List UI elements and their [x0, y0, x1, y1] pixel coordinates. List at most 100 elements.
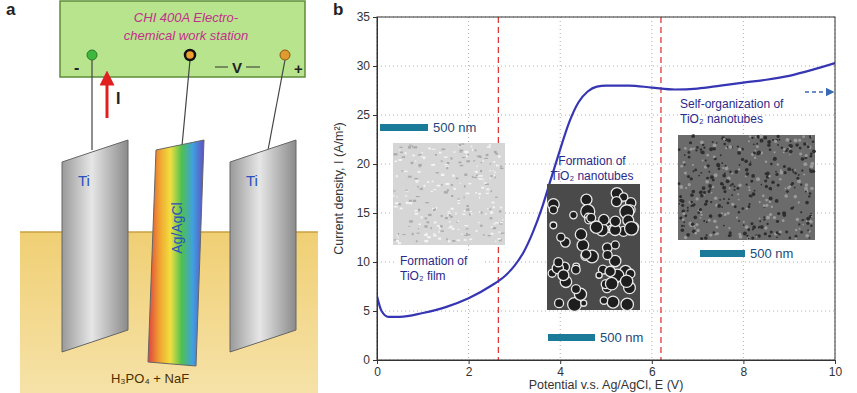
x-tick-mark — [469, 360, 470, 364]
sem-texture — [800, 184, 802, 186]
sem-texture — [478, 175, 480, 177]
sem-texture — [395, 161, 397, 163]
sem-texture — [678, 148, 681, 151]
sem-texture — [810, 225, 812, 227]
sem-texture — [708, 171, 710, 173]
sem-texture — [763, 216, 765, 218]
sem-texture — [745, 168, 749, 172]
sem-texture — [433, 209, 435, 211]
sem-texture — [706, 221, 708, 223]
sem-texture — [773, 151, 775, 153]
sem-texture — [436, 207, 437, 209]
sem-texture — [783, 151, 785, 153]
annotation-text: TiO₂ nanotubes — [551, 169, 634, 183]
y-tick-label: 5 — [363, 304, 370, 318]
x-axis: 0246810 — [374, 360, 842, 379]
sem-texture — [451, 184, 453, 186]
sem-texture — [470, 213, 472, 214]
x-tick-label: 8 — [741, 365, 748, 379]
sem-texture — [496, 165, 499, 167]
sem-texture — [487, 146, 491, 148]
sem-texture — [720, 154, 722, 156]
sem-texture — [767, 144, 771, 148]
sem-texture — [462, 157, 466, 158]
sem-texture — [691, 223, 695, 227]
sem-texture — [743, 221, 745, 223]
sem-texture — [478, 222, 479, 224]
sem-texture — [462, 214, 465, 215]
sem-texture — [720, 182, 724, 186]
sem-texture — [425, 202, 429, 203]
sem-texture — [800, 211, 802, 213]
sem-texture — [695, 223, 698, 226]
sem-texture — [711, 192, 713, 194]
sem-texture — [692, 190, 696, 194]
sem-texture — [596, 272, 602, 278]
y-tick-mark — [373, 164, 377, 165]
wire — [182, 60, 190, 146]
sem-texture — [466, 205, 468, 207]
sem-texture — [441, 230, 444, 231]
sem-texture — [432, 149, 436, 150]
x-tick: 2 — [466, 360, 473, 379]
sem-texture — [451, 208, 454, 210]
sem-texture — [726, 179, 730, 183]
sem-texture — [457, 203, 459, 204]
sem-texture — [441, 174, 444, 176]
sem-texture — [447, 162, 450, 164]
sem-texture — [416, 196, 420, 197]
sem-texture — [717, 204, 721, 208]
sem-texture — [481, 212, 483, 214]
workstation-label: CHI 400A Electro- — [134, 10, 239, 25]
sem-texture — [697, 212, 700, 215]
sem-texture — [710, 201, 712, 203]
sem-texture — [433, 235, 437, 237]
sem-texture — [464, 151, 468, 153]
sem-texture — [805, 201, 809, 205]
sem-texture — [713, 219, 717, 223]
sem-texture — [760, 139, 764, 143]
x-tick-mark — [560, 360, 561, 364]
panel-label: b — [333, 0, 343, 19]
sem-texture — [808, 230, 811, 233]
sem-texture — [779, 178, 781, 180]
sem-texture — [689, 141, 692, 144]
sem-texture — [708, 184, 712, 188]
sem-texture — [721, 162, 723, 164]
sem-texture — [459, 150, 463, 151]
sem-texture — [423, 157, 425, 159]
sem-texture — [745, 160, 747, 162]
sem-texture — [782, 219, 785, 222]
sem-texture — [751, 136, 754, 139]
grid — [377, 17, 835, 360]
sem-texture — [457, 200, 460, 201]
sem-texture — [439, 231, 440, 233]
sem-texture — [748, 189, 750, 191]
sem-texture — [425, 218, 427, 220]
sem-texture — [723, 138, 726, 141]
sem-texture — [610, 216, 620, 226]
sem-texture — [445, 217, 448, 219]
sem-texture — [464, 210, 465, 212]
sem-texture — [776, 220, 779, 223]
sem-texture — [795, 229, 797, 231]
sem-texture — [713, 231, 716, 234]
divider-line — [660, 17, 661, 360]
sem-texture — [737, 193, 739, 195]
sem-texture — [700, 214, 702, 216]
sem-texture — [452, 240, 455, 242]
sem-texture — [493, 170, 494, 171]
sem-texture — [695, 197, 698, 200]
sem-texture — [700, 237, 703, 240]
sem-texture — [418, 228, 419, 229]
sem-texture — [794, 187, 796, 189]
sem-texture — [710, 175, 714, 179]
insets — [393, 134, 816, 311]
sem-texture — [427, 236, 431, 238]
sem-texture — [481, 162, 482, 163]
sem-texture — [480, 170, 482, 172]
sem-texture — [766, 216, 770, 220]
sem-texture — [408, 176, 412, 178]
sem-texture — [494, 151, 497, 153]
sem-texture — [462, 143, 465, 144]
